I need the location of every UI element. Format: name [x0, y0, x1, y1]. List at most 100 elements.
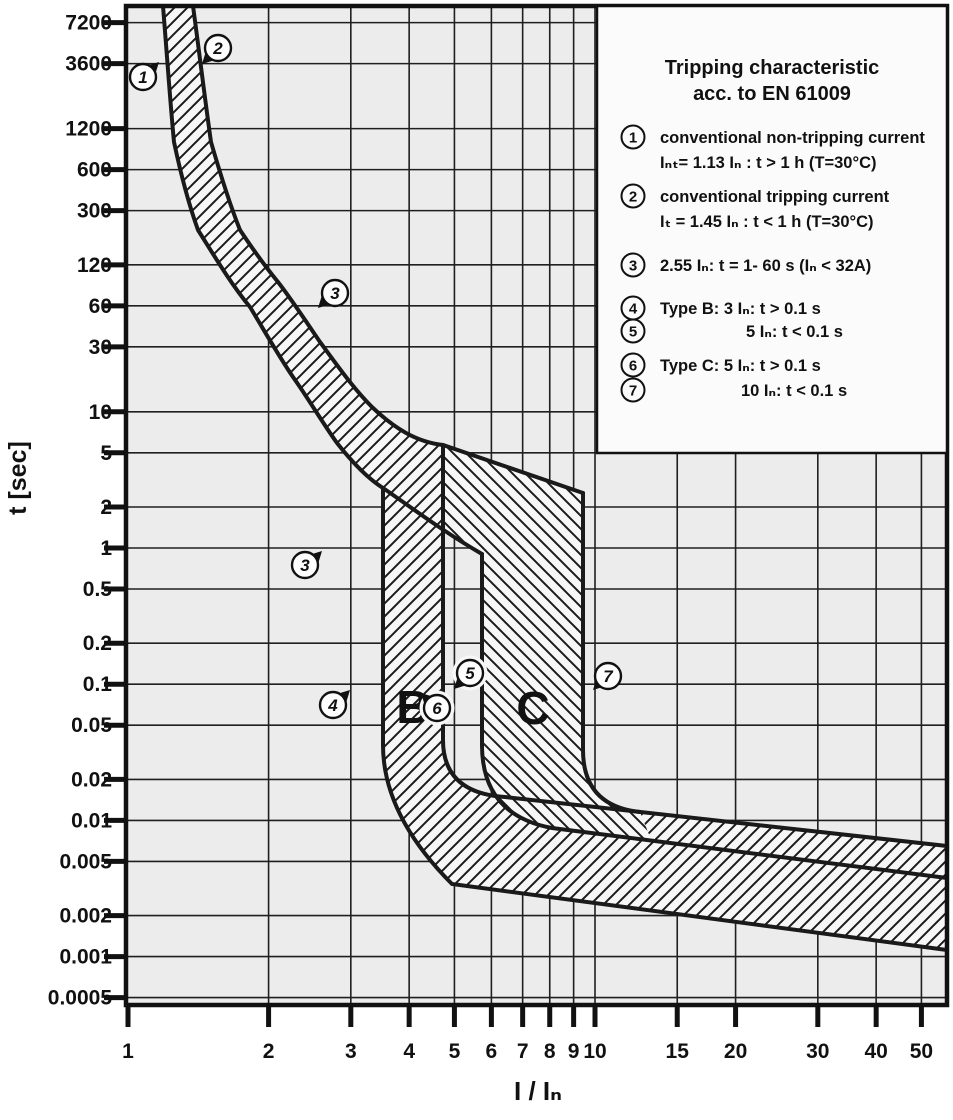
marker-digit: 7 — [603, 667, 614, 686]
y-tick-label: 2 — [100, 496, 112, 519]
curve-marker-7: 7 — [593, 661, 623, 691]
curve-marker-2: 2 — [202, 33, 233, 64]
legend-item-circle — [620, 183, 646, 209]
type-c-left-edge — [480, 552, 949, 880]
y-tick-label: 0.1 — [83, 673, 113, 696]
marker-circle — [290, 550, 320, 580]
y-tick-label: 0.02 — [71, 768, 112, 791]
marker-digit: 5 — [465, 664, 475, 683]
legend-frame — [595, 4, 949, 455]
curve-marker-3: 3 — [318, 278, 350, 308]
curve-marker-1: 1 — [128, 62, 159, 92]
y-tick-label: 1 — [100, 537, 112, 560]
legend-item-text: Type B: 3 Iₙ: t > 0.1 s — [660, 300, 821, 318]
marker-circle — [455, 658, 485, 688]
legend-title-line1: Tripping characteristic — [665, 57, 880, 79]
y-tick-label: 0.05 — [71, 714, 112, 737]
legend-items: 1 conventional non-tripping current Iₙₜ= 1… — [620, 124, 925, 403]
marker-circle — [128, 62, 158, 92]
y-tick-label: 60 — [89, 295, 112, 318]
type-b-right-edge — [441, 443, 949, 848]
marker-circle — [203, 33, 233, 63]
y-tick-label: 0.005 — [59, 850, 112, 873]
legend-item-number: 5 — [629, 324, 637, 341]
legend-item-text: 2.55 Iₙ: t = 1- 60 s (Iₙ < 32A) — [660, 257, 871, 275]
legend-item-number: 4 — [629, 301, 638, 318]
y-tick-label: 0.5 — [83, 578, 113, 601]
y-tick-label: 120 — [77, 254, 112, 277]
x-tick-label: 30 — [806, 1040, 829, 1063]
legend-item-number: 7 — [629, 383, 637, 400]
y-tick-label: 0.2 — [83, 632, 112, 655]
x-tick-label: 4 — [403, 1040, 415, 1063]
x-tick-label: 50 — [910, 1040, 933, 1063]
y-tick-label: 1200 — [65, 118, 112, 141]
legend-item-circle — [620, 352, 646, 378]
x-tick-label: 8 — [544, 1040, 556, 1063]
y-tick-label: 0.002 — [59, 905, 112, 928]
legend-item-text: conventional tripping current — [660, 188, 890, 206]
y-tick-label: 10 — [89, 401, 112, 424]
x-tick-label: 3 — [345, 1040, 357, 1063]
x-tick-label: 2 — [263, 1040, 275, 1063]
marker-circle — [593, 661, 623, 691]
y-tick-label: 30 — [89, 336, 112, 359]
y-tick-label: 5 — [100, 442, 112, 465]
y-tick-label: 0.001 — [59, 946, 112, 969]
marker-digit: 1 — [138, 68, 147, 87]
band-boundary-curves — [161, 4, 949, 952]
y-tick-label: 3600 — [65, 53, 112, 76]
plot-markers: 1 2 3 3 4 5 6 7 — [128, 33, 623, 726]
x-tick-label: 7 — [517, 1040, 529, 1063]
type-c-band-region — [443, 445, 652, 842]
legend-item-text: conventional non-tripping current — [660, 129, 925, 147]
curve-marker-6: 6 — [419, 690, 455, 726]
marker-digit: 6 — [432, 699, 442, 718]
y-tick-label: 300 — [77, 200, 112, 223]
legend-item-number: 6 — [629, 358, 637, 375]
x-tick-label: 10 — [583, 1040, 606, 1063]
x-tick-label: 40 — [864, 1040, 887, 1063]
legend-item-number: 1 — [629, 130, 637, 147]
marker-digit: 3 — [330, 284, 340, 303]
y-tick-label: 0.01 — [71, 809, 112, 832]
marker-circle — [320, 278, 350, 308]
type-c-label: C — [516, 682, 549, 734]
curve-marker-4: 4 — [318, 690, 350, 720]
marker-digit: 4 — [327, 696, 338, 715]
y-tick-label: 7200 — [65, 12, 112, 35]
legend-item-text: 5 Iₙ: t < 0.1 s — [746, 323, 843, 341]
legend-box: Tripping characteristic acc. to EN 61009… — [595, 4, 949, 455]
legend-item-text: Iₜ = 1.45 Iₙ : t < 1 h (T=30°C) — [660, 213, 874, 231]
tripping-bands — [163, 6, 947, 950]
legend-item-circle — [620, 318, 646, 344]
legend-item-circle — [620, 377, 646, 403]
y-tick-label: 0.0005 — [48, 987, 113, 1010]
marker-circle — [318, 690, 348, 720]
marker-digit: 3 — [300, 556, 310, 575]
legend-item-text: Type C: 5 Iₙ: t > 0.1 s — [660, 357, 821, 375]
x-tick-label: 5 — [449, 1040, 461, 1063]
x-tick-label: 20 — [724, 1040, 747, 1063]
legend-item-number: 2 — [629, 189, 637, 206]
marker-digit: 2 — [212, 39, 223, 58]
legend-item-circle — [620, 124, 646, 150]
legend-title-line2: acc. to EN 61009 — [693, 83, 851, 105]
x-tick-label: 1 — [122, 1040, 134, 1063]
type-b-left-edge — [381, 486, 949, 952]
y-axis-label: t [sec] — [4, 441, 32, 515]
x-axis-label: I / Iₙ — [514, 1076, 562, 1106]
legend-item-text: Iₙₜ= 1.13 Iₙ : t > 1 h (T=30°C) — [660, 154, 876, 172]
legend-item-text: 10 Iₙ: t < 0.1 s — [741, 382, 847, 400]
marker-circle — [422, 693, 452, 723]
plot-border — [123, 3, 950, 1008]
legend-item-circle — [620, 252, 646, 278]
x-tick-label: 15 — [666, 1040, 690, 1063]
type-c-right-edge — [581, 491, 642, 814]
curve-marker-5: 5 — [452, 655, 488, 691]
y-tick-label: 600 — [77, 159, 112, 182]
legend-item-number: 3 — [629, 258, 637, 275]
curve-marker-3: 3 — [290, 550, 322, 580]
